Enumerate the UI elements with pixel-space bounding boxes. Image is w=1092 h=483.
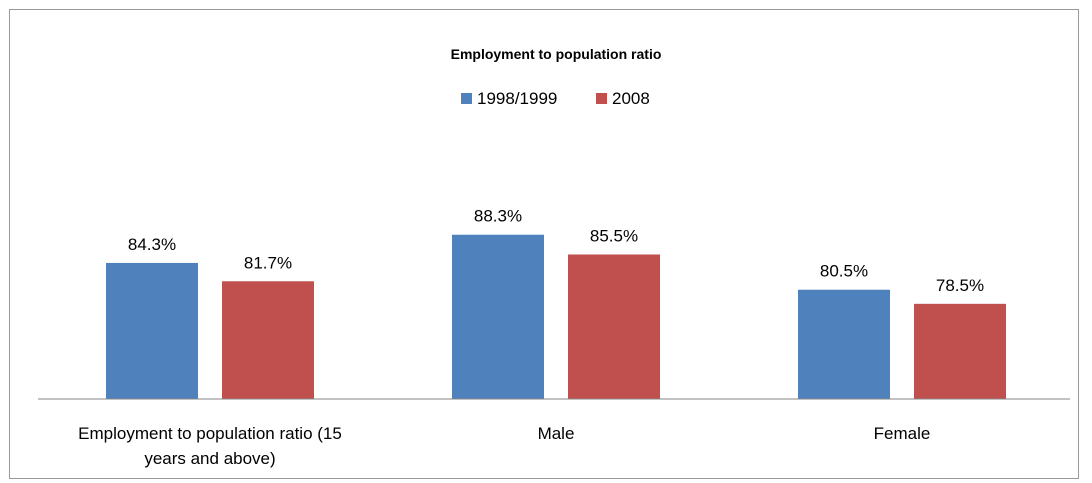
data-label-0-0: 84.3%: [128, 235, 176, 254]
legend-swatch-0: [461, 93, 472, 104]
bar-2-0: [798, 289, 890, 399]
bar-0-1: [222, 281, 314, 399]
data-label-1-0: 88.3%: [474, 207, 522, 226]
category-label-1: Male: [538, 424, 575, 443]
category-label-0: Employment to population ratio (15 years …: [78, 424, 342, 468]
data-label-0-1: 81.7%: [244, 253, 292, 272]
bar-1-1: [568, 254, 660, 399]
category-labels: Employment to population ratio (15 years …: [78, 424, 930, 468]
bar-0-0: [106, 262, 198, 399]
legend-label-1: 2008: [612, 89, 650, 108]
data-label-2-0: 80.5%: [820, 262, 868, 281]
bars-group: 84.3% 81.7% 88.3% 85.5% 80.5% 78.5%: [106, 207, 1006, 399]
legend-swatch-1: [596, 93, 607, 104]
chart-title: Employment to population ratio: [451, 46, 662, 62]
legend: 1998/1999 2008: [461, 89, 650, 108]
data-label-1-1: 85.5%: [590, 226, 638, 245]
bar-1-0: [452, 234, 544, 399]
bar-2-1: [914, 303, 1006, 399]
legend-label-0: 1998/1999: [477, 89, 557, 108]
data-label-2-1: 78.5%: [936, 276, 984, 295]
category-label-2: Female: [874, 424, 931, 443]
